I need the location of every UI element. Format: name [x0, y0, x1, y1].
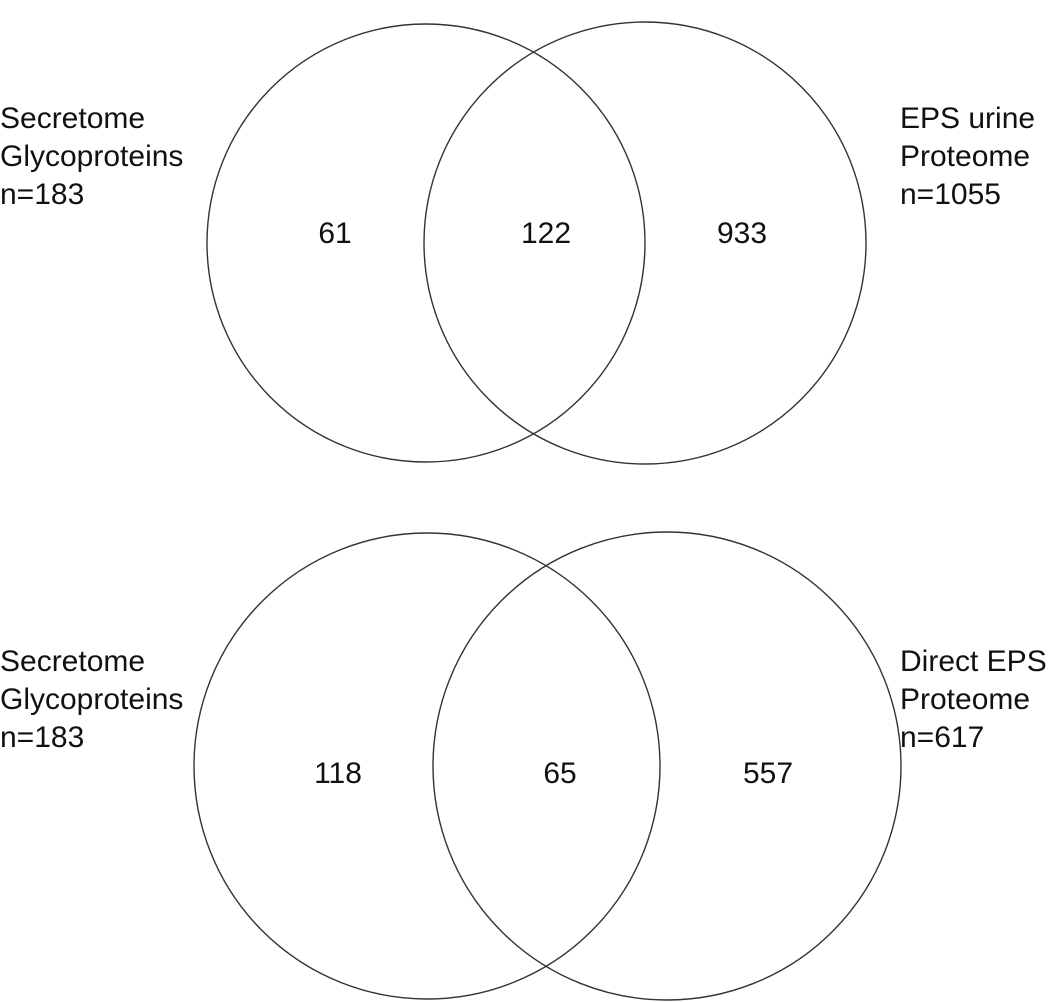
- left-set-label: Secretome Glycoproteins n=183: [0, 643, 183, 757]
- right-set-circle: [423, 21, 867, 465]
- venn-circles-top: [206, 21, 867, 465]
- right-set-label-line-1: Direct EPS: [900, 645, 1047, 678]
- left-set-label-line-3: n=183: [0, 178, 85, 211]
- right-only-count: 557: [742, 757, 794, 790]
- left-set-label-line-3: n=183: [0, 721, 85, 754]
- right-set-circle: [432, 531, 902, 1001]
- left-only-count: 118: [314, 757, 362, 790]
- right-set-label-line-1: EPS urine: [900, 102, 1036, 135]
- venn-diagram-top: Secretome Glycoproteins n=183 EPS urine …: [0, 0, 1050, 500]
- left-set-circle: [193, 532, 661, 1000]
- right-set-label-line-3: n=617: [900, 721, 985, 754]
- right-set-label: Direct EPS Proteome n=617: [900, 643, 1047, 757]
- left-only-count: 61: [318, 217, 352, 250]
- right-set-label-line-2: Proteome: [900, 683, 1031, 716]
- venn-diagram-bottom: Secretome Glycoproteins n=183 Direct EPS…: [0, 500, 1050, 1001]
- right-only-count: 933: [716, 217, 768, 250]
- left-set-label-line-1: Secretome: [0, 102, 146, 135]
- left-set-label-line-2: Glycoproteins: [0, 140, 184, 173]
- venn-circles-bottom: [193, 531, 902, 1001]
- overlap-count: 122: [520, 217, 572, 250]
- right-set-label: EPS urine Proteome n=1055: [900, 100, 1035, 214]
- left-set-circle: [206, 23, 646, 463]
- overlap-count: 65: [543, 757, 577, 790]
- left-set-label-line-2: Glycoproteins: [0, 683, 184, 716]
- left-set-label: Secretome Glycoproteins n=183: [0, 100, 183, 214]
- right-set-label-line-2: Proteome: [900, 140, 1031, 173]
- left-set-label-line-1: Secretome: [0, 645, 146, 678]
- right-set-label-line-3: n=1055: [900, 178, 1001, 211]
